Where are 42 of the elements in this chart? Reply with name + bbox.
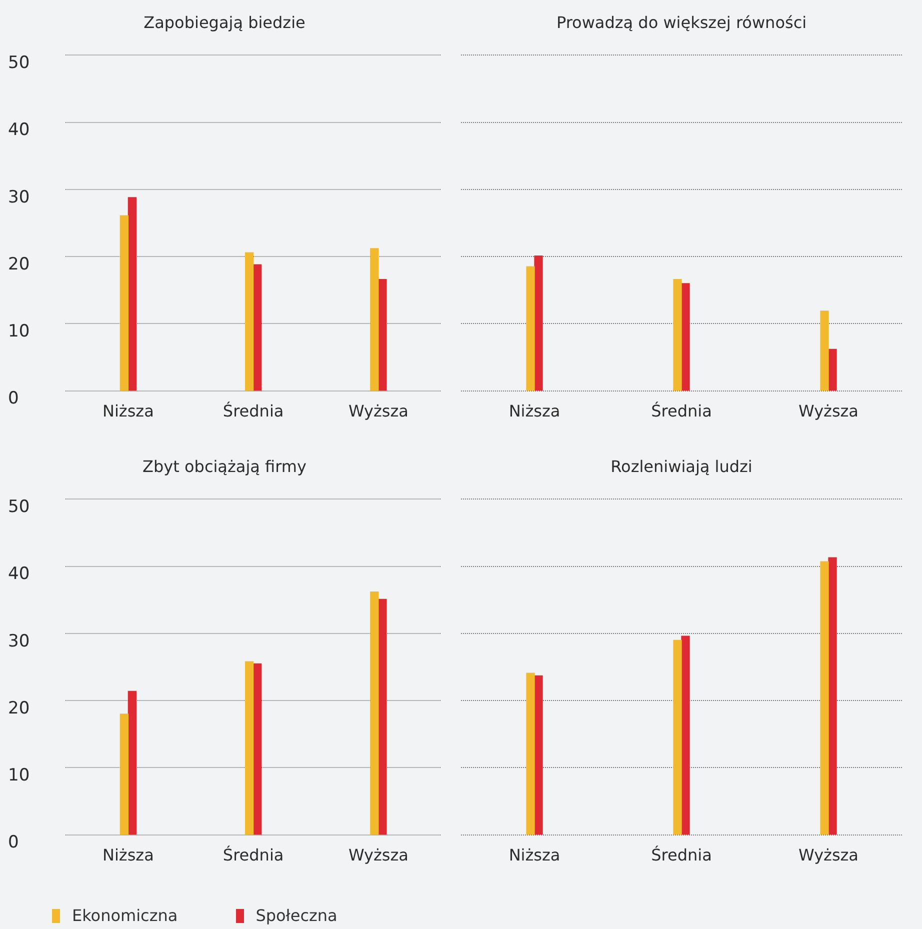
x-tick-label: Niższa xyxy=(102,846,154,865)
bar xyxy=(820,561,829,835)
y-tick-label: 50 xyxy=(8,53,30,74)
bar xyxy=(681,636,690,835)
x-tick-label: Wyższa xyxy=(348,402,408,421)
y-tick-label: 40 xyxy=(8,120,30,140)
x-tick-label: Wyższa xyxy=(798,846,858,865)
y-tick-label: 20 xyxy=(8,254,30,274)
y-tick-label: 30 xyxy=(8,187,30,208)
x-tick-label: Niższa xyxy=(102,402,154,421)
x-tick-label: Średnia xyxy=(651,402,712,421)
x-tick-label: Średnia xyxy=(222,402,284,421)
chart-title: Prowadzą do większej równości xyxy=(556,12,807,32)
y-tick-label: 30 xyxy=(8,631,30,652)
bar xyxy=(681,283,690,391)
y-tick-label: 50 xyxy=(8,497,30,518)
x-tick-label: Niższa xyxy=(508,846,560,865)
x-tick-label: Wyższa xyxy=(348,846,408,865)
x-tick-label: Wyższa xyxy=(798,402,858,421)
y-tick-label: 10 xyxy=(8,766,30,786)
chart-title: Zbyt obciążają firmy xyxy=(142,456,306,476)
y-tick-label: 0 xyxy=(8,832,19,853)
x-tick-label: Średnia xyxy=(651,846,712,865)
legend-label: Ekonomiczna xyxy=(71,906,178,925)
y-tick-label: 10 xyxy=(8,322,30,342)
bar xyxy=(673,640,682,835)
legend-label: Społeczna xyxy=(254,906,338,925)
y-tick-label: 40 xyxy=(8,564,30,584)
x-tick-label: Niższa xyxy=(508,402,560,421)
chart-title: Zapobiegają biedzie xyxy=(144,12,306,32)
x-tick-label: Średnia xyxy=(222,846,284,865)
bar xyxy=(534,675,543,835)
y-tick-label: 20 xyxy=(8,698,30,718)
bar xyxy=(534,256,543,391)
bar xyxy=(828,348,837,391)
bar xyxy=(526,672,535,835)
bar xyxy=(828,557,837,835)
chart-title: Rozleniwiają ludzi xyxy=(610,456,752,476)
bar xyxy=(526,266,535,391)
bar xyxy=(820,310,829,391)
y-tick-label: 0 xyxy=(8,388,19,409)
bar xyxy=(673,279,682,391)
